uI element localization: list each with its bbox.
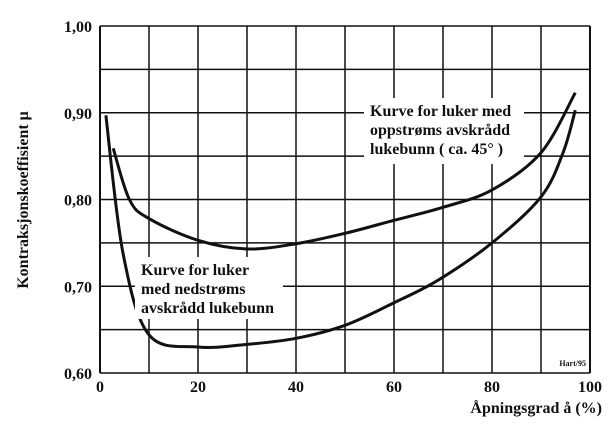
curve-upstream-bevel xyxy=(111,92,577,251)
x-tick-label: 80 xyxy=(484,379,500,396)
credit-label: Hart/95 xyxy=(559,359,586,368)
x-axis-label: Åpningsgrad å (%) xyxy=(470,399,602,417)
series-label-line: oppstrøms avskrådd xyxy=(370,122,510,139)
x-tick-label: 20 xyxy=(190,379,206,396)
series-label-line: Kurve for luker xyxy=(141,262,249,279)
credit-background xyxy=(552,358,588,369)
series-label-line: avskrådd lukebunn xyxy=(141,300,274,317)
series-labels: Kurve for luker med oppstrøms avskrådd luk… xyxy=(135,98,588,369)
y-tick-label: 0,90 xyxy=(64,106,92,123)
y-tick-labels: 0,60 0,70 0,80 0,90 1,00 xyxy=(64,19,92,383)
y-axis-label: Kontraksjonskoeffisient μ xyxy=(15,111,32,289)
series-label-line: Kurve for luker med xyxy=(370,103,511,120)
x-tick-label: 100 xyxy=(578,379,602,396)
series-label-line: lukebunn ( ca. 45° ) xyxy=(370,141,503,158)
y-tick-label: 0,60 xyxy=(64,366,92,383)
grid xyxy=(99,25,591,374)
y-tick-label: 1,00 xyxy=(64,19,92,36)
x-tick-label: 60 xyxy=(386,379,402,396)
series-label-background xyxy=(364,98,524,164)
series-label-line: med nedstrøms xyxy=(141,281,245,298)
y-tick-label: 0,80 xyxy=(64,193,92,210)
x-tick-label: 40 xyxy=(288,379,304,396)
series-label-background xyxy=(135,257,283,319)
y-tick-label: 0,70 xyxy=(64,279,92,296)
x-tick-labels: 0 20 40 60 80 100 xyxy=(96,379,602,396)
x-tick-label: 0 xyxy=(96,379,104,396)
